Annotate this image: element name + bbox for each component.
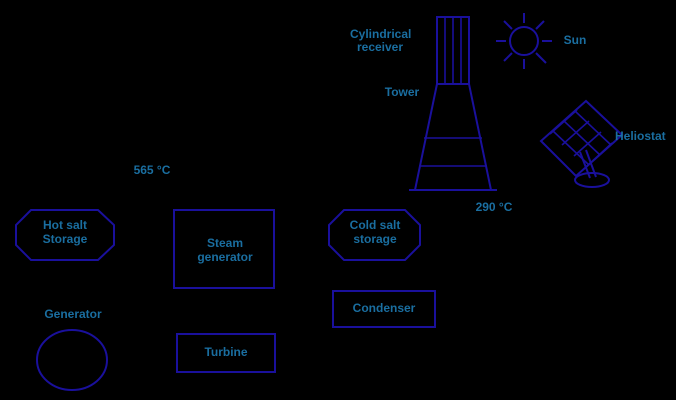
hot-salt-storage-label: Hot salt Storage <box>42 218 88 246</box>
cylindrical-receiver-icon <box>436 16 470 85</box>
cold-salt-storage-shape <box>328 209 421 261</box>
turbine-label: Turbine <box>204 345 248 359</box>
generator-label: Generator <box>44 307 102 321</box>
heliostat-mirror-icon <box>539 99 624 188</box>
turbine-shape <box>176 333 276 373</box>
sun-icon <box>496 13 552 69</box>
solar-tower-icon <box>409 83 497 191</box>
condenser-label: Condenser <box>352 301 416 315</box>
hot-salt-storage-shape <box>15 209 115 261</box>
generator-shape <box>36 329 108 391</box>
condenser-shape <box>332 290 436 328</box>
cold-salt-storage-label: Cold salt storage <box>349 218 401 246</box>
steam-generator-label: Steam generator <box>197 236 253 264</box>
steam-generator-shape <box>173 209 275 289</box>
